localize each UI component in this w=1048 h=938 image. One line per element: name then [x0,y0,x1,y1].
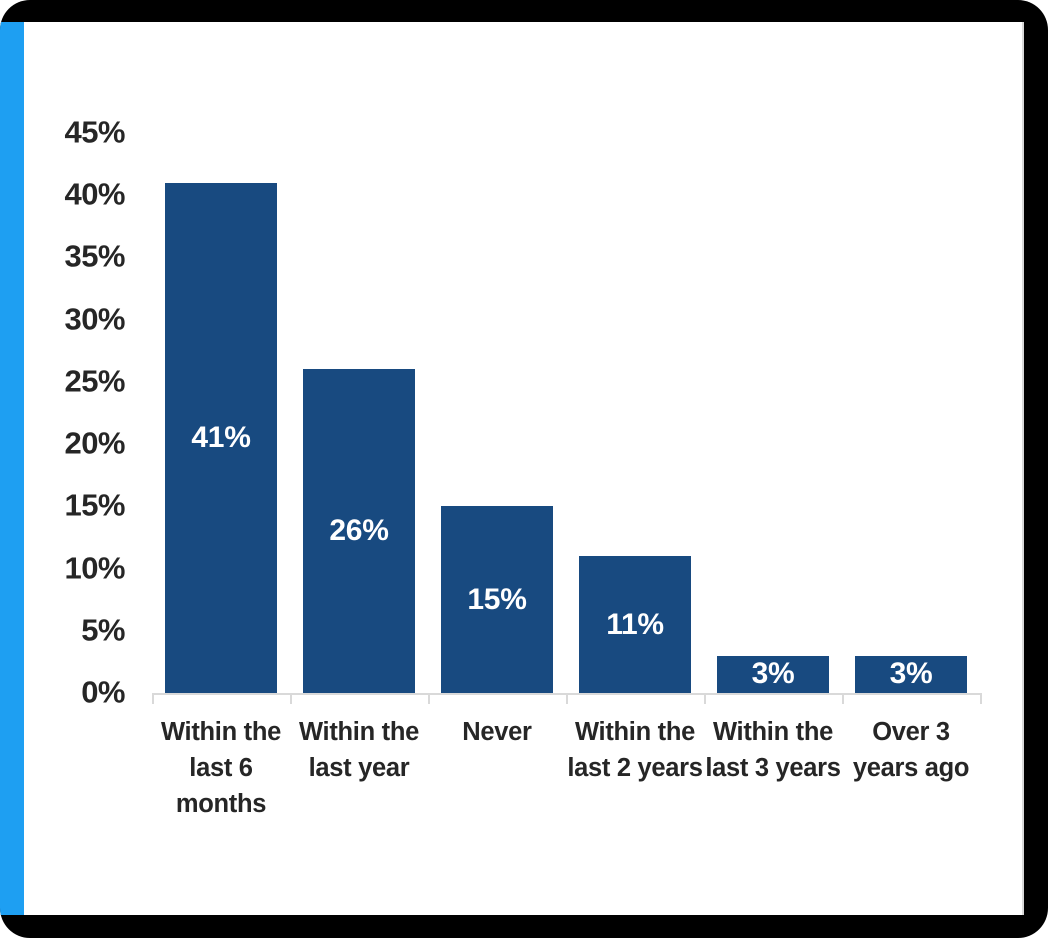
x-category-label-line: Never [462,718,532,746]
bar-value-label: 3% [751,657,795,691]
y-tick-label: 20% [64,425,125,461]
x-category-label-line: last 6 [189,754,253,782]
chart-panel: 0% 5% 10% 15% 20% 25% 30% 35% 40% 45% 41% 26% 15% 11… [24,22,1024,915]
y-tick-label: 30% [64,300,125,336]
x-category-label-line: Within the [713,718,833,746]
x-axis-tick [704,695,706,704]
y-tick-label: 35% [64,238,125,274]
x-category-label-line: Within the [299,718,419,746]
y-tick-label: 40% [64,176,125,212]
x-category-label-line: Within the [575,718,695,746]
bar-5: 3% [717,655,829,693]
y-tick-label: 10% [64,549,125,585]
bar-value-label: 11% [606,607,664,641]
x-axis-tick [152,695,154,704]
plot-area: 41% 26% 15% 11% 3% 3% [152,133,982,704]
y-tick-label: 5% [81,612,125,648]
bar-1: 41% [165,182,277,693]
x-category-label: Over 3 years ago [826,714,996,786]
x-category-label-line: Within the [161,718,281,746]
x-category-label-line: months [175,790,267,818]
x-axis-tick [566,695,568,704]
y-tick-label: 0% [81,674,125,710]
bar-2: 26% [303,369,415,693]
bar-value-label: 41% [191,420,251,454]
x-category-label: Within the last 6 months [136,714,306,822]
x-axis-tick [980,695,982,704]
y-tick-label: 45% [64,114,125,150]
bar-value-label: 15% [467,582,527,616]
x-category-label-line: last 2 years [567,754,703,782]
x-axis-tick [290,695,292,704]
y-tick-label: 25% [64,363,125,399]
bar-4: 11% [579,556,691,693]
x-category-label-line: Over 3 [872,718,950,746]
x-category-label-line: years ago [852,754,970,782]
bar-value-label: 3% [889,657,933,691]
x-category-label: Within the last year [274,714,444,786]
y-tick-label: 15% [64,487,125,523]
bar-3: 15% [441,506,553,693]
y-axis: 0% 5% 10% 15% 20% 25% 30% 35% 40% 45% [24,114,125,709]
x-axis-line [152,693,982,695]
accent-bar-left [0,22,24,915]
bar-value-label: 26% [329,514,389,548]
bar-6: 3% [855,655,967,693]
x-category-label: Within the last 2 years [550,714,720,786]
x-category-label: Never [412,714,582,750]
x-category-label-line: last year [308,754,410,782]
x-axis-tick [428,695,430,704]
x-axis-labels: Within the last 6 months Within the last yea… [152,714,980,844]
x-category-label: Within the last 3 years [688,714,858,786]
x-category-label-line: last 3 years [705,754,841,782]
x-axis-tick [842,695,844,704]
